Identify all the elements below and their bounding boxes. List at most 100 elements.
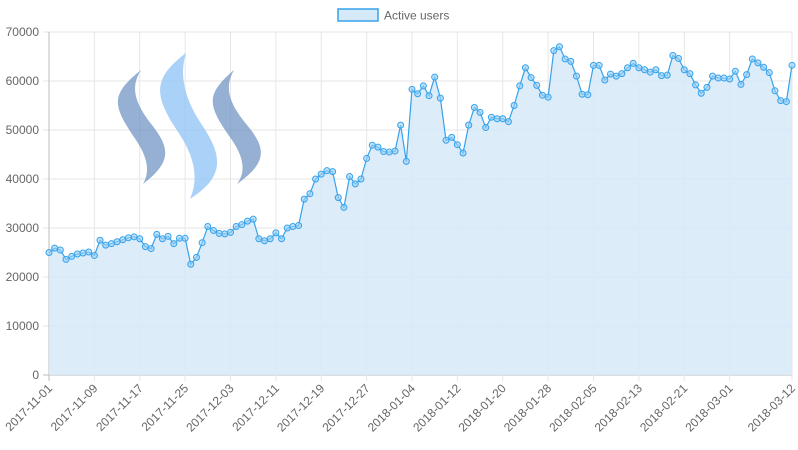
data-point (363, 154, 371, 162)
data-point (357, 175, 365, 183)
data-point (158, 235, 166, 243)
data-point (68, 252, 76, 260)
data-point (748, 55, 756, 63)
data-point (295, 222, 303, 230)
data-point (731, 67, 739, 75)
data-point (504, 118, 512, 126)
data-point (572, 72, 580, 80)
data-points (45, 43, 796, 268)
data-point (709, 72, 717, 80)
y-axis: 0 10000 20000 30000 40000 50000 60000 70000 (6, 25, 40, 382)
x-tick-label: 2018-01-20 (456, 381, 510, 435)
data-point (686, 70, 694, 78)
y-tick-label: 10000 (6, 319, 40, 333)
data-point (720, 74, 728, 82)
legend[interactable]: Active users (337, 8, 449, 23)
data-point (726, 75, 734, 83)
data-point (334, 194, 342, 202)
data-point (323, 167, 331, 175)
data-point (419, 82, 427, 90)
data-point (278, 235, 286, 243)
data-point (209, 226, 217, 234)
data-point (136, 235, 144, 243)
data-point (204, 223, 212, 231)
data-point (164, 232, 172, 240)
data-point (215, 229, 223, 237)
data-point (743, 71, 751, 79)
steem-logo (117, 53, 261, 199)
data-point (544, 93, 552, 101)
data-point (170, 240, 178, 248)
data-point (317, 170, 325, 178)
y-tick-label: 40000 (6, 172, 40, 186)
x-tick-label: 2018-02-05 (546, 381, 600, 435)
data-point (561, 55, 569, 63)
data-point (244, 217, 252, 225)
data-point (499, 115, 507, 123)
data-point (141, 243, 149, 251)
data-point (595, 61, 603, 69)
data-point (703, 83, 711, 91)
data-point (374, 143, 382, 151)
data-point (96, 236, 104, 244)
data-point (312, 175, 320, 183)
data-point (521, 64, 529, 72)
x-tick-label: 2017-12-03 (183, 381, 237, 435)
data-point (555, 43, 563, 51)
data-point (765, 69, 773, 77)
data-point (533, 81, 541, 89)
data-point (675, 54, 683, 62)
data-point (192, 253, 200, 261)
data-point (567, 57, 575, 65)
logo-stripe-middle (160, 53, 218, 199)
data-point (635, 64, 643, 72)
data-point (238, 221, 246, 229)
data-point (261, 237, 269, 245)
data-point (62, 255, 70, 263)
data-point (771, 87, 779, 95)
data-point (527, 74, 535, 82)
x-axis: 2017-11-012017-11-092017-11-172017-11-25… (2, 381, 798, 435)
data-point (516, 82, 524, 90)
data-point (612, 72, 620, 80)
data-point (300, 195, 308, 203)
data-point (402, 157, 410, 165)
x-tick-label: 2017-11-01 (2, 381, 55, 434)
data-point (340, 203, 348, 211)
data-point (385, 148, 393, 156)
x-tick-label: 2018-01-28 (501, 381, 555, 435)
data-point (283, 224, 291, 232)
data-point (153, 230, 161, 238)
area-shape (49, 46, 792, 375)
data-point (652, 66, 660, 74)
data-point (510, 102, 518, 109)
data-point (448, 133, 456, 141)
data-point (255, 235, 263, 243)
legend-label[interactable]: Active users (384, 9, 449, 23)
x-tick-label: 2018-01-04 (365, 381, 419, 435)
data-point (601, 76, 609, 84)
data-point (408, 85, 416, 93)
y-tick-label: 30000 (6, 221, 40, 235)
data-point (380, 148, 388, 156)
x-tick-label: 2018-03-01 (682, 381, 736, 435)
x-tick-label: 2017-12-27 (319, 381, 373, 435)
data-point (680, 66, 688, 74)
data-point (589, 61, 597, 69)
data-point (607, 70, 614, 78)
data-point (641, 66, 649, 74)
y-tick-label: 50000 (6, 123, 40, 137)
data-point (56, 246, 64, 254)
x-tick-label: 2018-02-13 (592, 381, 646, 435)
area-fill (49, 46, 792, 375)
data-point (663, 71, 671, 79)
data-point (482, 124, 490, 132)
data-point (584, 91, 592, 99)
legend-swatch[interactable] (337, 8, 379, 22)
data-point (266, 235, 274, 243)
logo-stripe-right (212, 70, 261, 184)
data-point (692, 81, 700, 89)
data-point (453, 141, 461, 149)
data-point (391, 147, 399, 155)
